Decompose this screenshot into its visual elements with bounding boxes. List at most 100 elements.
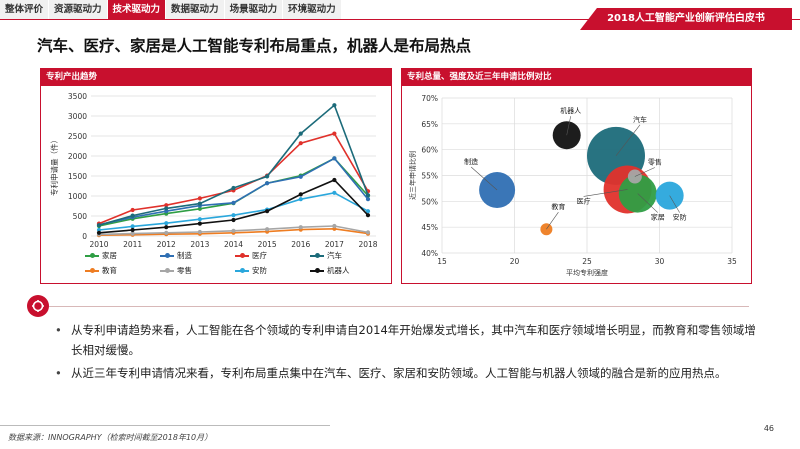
legend-item: 医疗 — [235, 250, 310, 261]
legend-item: 汽车 — [310, 250, 385, 261]
x-tick-label: 2010 — [89, 240, 108, 249]
section-divider — [49, 306, 749, 307]
bubble-chart-panel: 专利总量、强度及近三年申请比例对比 15 20 25 30 35 40% 45% 50% 55%… — [401, 68, 752, 284]
legend-label: 教育 — [102, 266, 117, 275]
legend-label: 零售 — [177, 266, 192, 275]
data-point — [365, 213, 371, 218]
tab-scenario[interactable]: 场景驱动力 — [224, 0, 284, 19]
header-divider — [0, 19, 800, 20]
data-point — [298, 192, 303, 197]
x-tick-label: 2011 — [123, 240, 142, 249]
data-point — [197, 206, 202, 211]
x-tick-label: 2014 — [224, 240, 243, 249]
trend-chart-legend: 家居 制造 医疗 汽车教育 零售 安防 机器人 — [85, 250, 385, 276]
patent-bubble-chart: 15 20 25 30 35 40% 45% 50% 55% 60% 65% 70% 平均专利强度 近三年… — [408, 94, 737, 277]
driver-tabs: 整体评价 资源驱动力 技术驱动力 数据驱动力 场景驱动力 环境驱动力 — [0, 0, 342, 19]
data-point — [298, 131, 303, 136]
x-tick-label: 2018 — [358, 240, 377, 249]
x-tick-label: 2015 — [258, 240, 277, 249]
conclusion-item: 从近三年专利申请情况来看，专利布局重点集中在汽车、医疗、家居和安防领域。人工智能… — [49, 363, 761, 383]
data-point — [231, 217, 236, 223]
legend-swatch — [235, 252, 249, 258]
bubble-chart-heading: 专利总量、强度及近三年申请比例对比 — [402, 69, 751, 86]
data-point — [130, 207, 135, 213]
data-point — [197, 229, 202, 235]
data-point — [231, 185, 236, 191]
data-point — [265, 209, 270, 214]
legend-label: 医疗 — [252, 251, 267, 260]
bubble-label: 安防 — [673, 213, 687, 222]
conclusion-item: 从专利申请趋势来看，人工智能在各个领域的专利申请自2014年开始爆发式增长，其中… — [49, 320, 761, 360]
legend-swatch — [85, 252, 99, 258]
data-point — [96, 223, 102, 228]
y-tick-label: 500 — [73, 212, 88, 221]
y-tick-label: 3000 — [68, 112, 87, 121]
legend-item: 制造 — [160, 250, 235, 261]
x-tick-label: 15 — [437, 257, 447, 266]
trend-chart-panel: 专利产出趋势 0 500 1000 1500 2000 2500 3000 3500 2010 2… — [40, 68, 392, 284]
data-point — [164, 230, 169, 235]
data-point — [96, 230, 102, 235]
data-point — [365, 193, 371, 198]
y-tick-label: 70% — [421, 94, 438, 103]
bubble-label: 零售 — [648, 158, 662, 167]
tab-environment[interactable]: 环境驱动力 — [283, 0, 342, 19]
leader-line — [470, 166, 498, 191]
data-point — [130, 227, 135, 233]
tab-resource[interactable]: 资源驱动力 — [49, 0, 108, 19]
y-tick-label: 65% — [421, 120, 438, 129]
leader-line — [583, 189, 628, 197]
x-tick-label: 30 — [655, 257, 665, 266]
series-line — [98, 191, 369, 231]
legend-label: 汽车 — [327, 251, 342, 260]
leader-line — [669, 195, 680, 213]
tab-data[interactable]: 数据驱动力 — [166, 0, 225, 19]
footer-divider — [0, 425, 330, 426]
leader-line — [566, 116, 571, 136]
data-point — [164, 206, 169, 211]
x-tick-label: 35 — [727, 257, 737, 266]
data-source-note: 数据来源：INNOGRAPHY（检索时间截至2018年10月） — [8, 433, 213, 442]
leader-line — [634, 167, 655, 177]
bubble — [627, 169, 642, 184]
x-tick-label: 2016 — [291, 240, 310, 249]
data-point — [164, 225, 169, 230]
y-tick-label: 60% — [421, 146, 438, 155]
tab-technology[interactable]: 技术驱动力 — [107, 0, 167, 19]
data-point — [332, 131, 337, 136]
y-tick-label: 1000 — [68, 192, 87, 201]
x-tick-label: 2013 — [190, 240, 209, 249]
data-point — [231, 200, 236, 205]
data-point — [265, 227, 270, 232]
legend-swatch — [235, 267, 249, 273]
data-point — [130, 213, 135, 218]
data-point — [197, 201, 202, 206]
data-point — [365, 230, 371, 235]
legend-item: 机器人 — [310, 265, 385, 276]
legend-label: 制造 — [177, 251, 192, 260]
data-point — [197, 221, 202, 226]
legend-label: 家居 — [102, 251, 117, 260]
data-point — [298, 141, 303, 146]
y-tick-label: 40% — [421, 249, 438, 258]
x-tick-label: 2012 — [157, 240, 176, 249]
data-point — [298, 225, 303, 230]
bubble-label: 汽车 — [633, 115, 647, 124]
x-tick-label: 25 — [582, 257, 592, 266]
series-line — [98, 103, 369, 226]
y-axis-label: 近三年申请比例 — [408, 151, 417, 200]
tab-overall[interactable]: 整体评价 — [0, 0, 50, 19]
legend-label: 安防 — [252, 266, 267, 275]
legend-swatch — [310, 267, 324, 273]
legend-label: 机器人 — [327, 266, 350, 275]
x-tick-label: 20 — [510, 257, 520, 266]
data-point — [298, 197, 303, 202]
data-point — [130, 231, 135, 236]
leader-line — [637, 193, 658, 213]
conclusion-list: 从专利申请趋势来看，人工智能在各个领域的专利申请自2014年开始爆发式增长，其中… — [49, 320, 761, 386]
bubble-label: 制造 — [464, 157, 478, 166]
data-point — [332, 190, 337, 195]
legend-item: 零售 — [160, 265, 235, 276]
x-tick-label: 2017 — [325, 240, 344, 249]
data-point — [265, 181, 270, 186]
